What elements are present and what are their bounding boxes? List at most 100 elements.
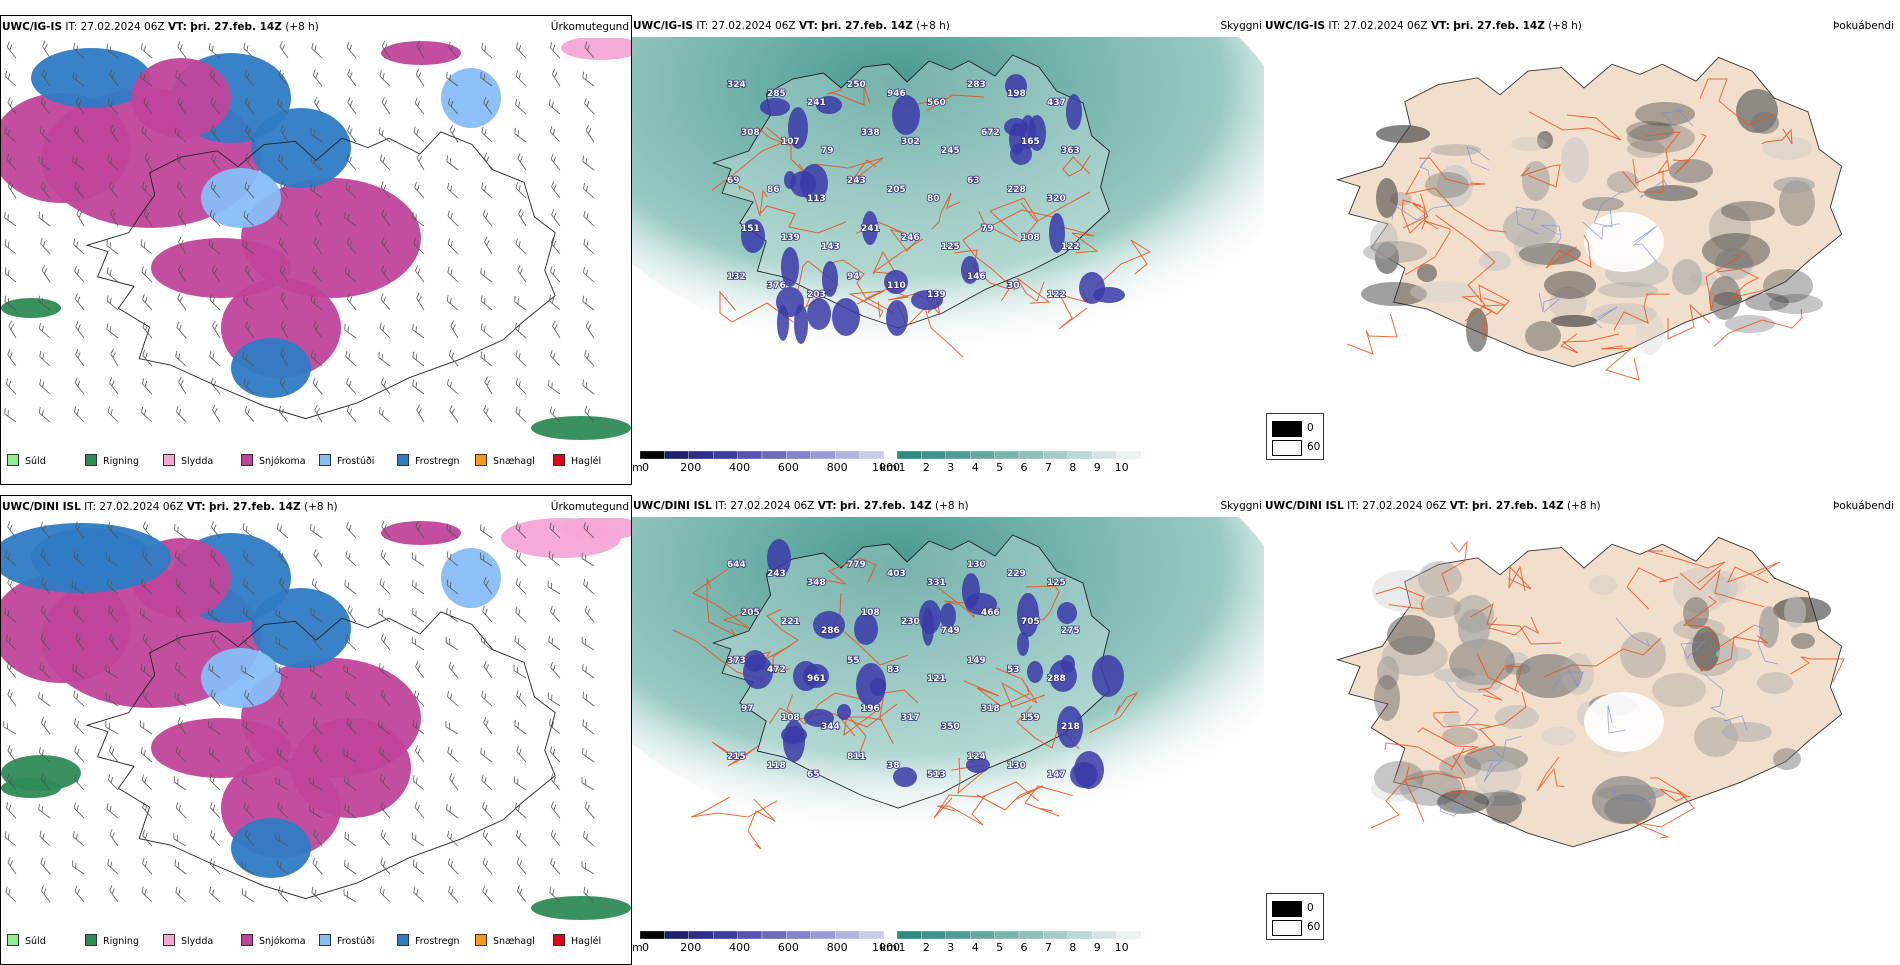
road-line — [711, 741, 759, 767]
cloud-panel-top: UWC/IG-IS IT: 27.02.2024 06Z VT: þri. 27… — [632, 15, 1264, 485]
fog-cell — [1495, 705, 1539, 729]
wind-barb — [548, 380, 561, 395]
road-line — [738, 185, 768, 217]
wind-barb — [5, 634, 17, 651]
wind-barb — [378, 407, 391, 423]
legend-label: Slydda — [181, 456, 214, 467]
road-line — [1441, 540, 1468, 592]
road-line — [953, 249, 1010, 302]
low-cloud-cell — [1057, 706, 1083, 748]
wind-barb — [346, 293, 357, 311]
wind-barb — [346, 41, 357, 59]
wind-barb — [107, 406, 119, 423]
wind-barb — [412, 323, 425, 339]
panel-title: UWC/IG-IS IT: 27.02.2024 06Z VT: þri. 27… — [2, 21, 319, 33]
river-line — [1466, 146, 1490, 171]
wind-barb — [176, 154, 187, 171]
wind-barb — [518, 208, 527, 227]
low-cloud-cell — [1005, 74, 1027, 98]
road-line — [1716, 268, 1765, 299]
visibility-tick: 7 — [1045, 461, 1052, 474]
wind-barb — [548, 551, 561, 567]
river-line — [1632, 225, 1658, 263]
wind-barb — [40, 237, 51, 255]
fog-low-label: 60 — [1307, 441, 1321, 453]
road-line — [963, 680, 1030, 707]
wind-barb — [515, 98, 527, 115]
wind-barb — [515, 606, 527, 623]
road-line — [1346, 313, 1398, 355]
wind-barb — [106, 295, 119, 311]
road-line — [1488, 616, 1540, 636]
wind-barb — [280, 124, 289, 143]
precip-area — [1, 573, 131, 683]
road-line — [995, 667, 1046, 708]
wind-barb — [175, 802, 187, 819]
wind-barb — [344, 831, 357, 847]
wind-barb — [177, 97, 187, 115]
road-line — [843, 706, 882, 753]
wind-barb — [177, 41, 187, 59]
wind-barb — [72, 831, 85, 847]
wind-barb — [550, 605, 561, 623]
visibility-tick: 8 — [1069, 941, 1076, 954]
wind-barb — [244, 745, 255, 763]
fog-cell — [1418, 561, 1462, 597]
visibility-tick: 2 — [923, 941, 930, 954]
precip-area — [561, 38, 631, 60]
cloud-base-label: 113 — [807, 194, 826, 204]
fog-cell — [1582, 197, 1624, 211]
wind-barb — [446, 71, 459, 87]
cloud-base-label: 94 — [847, 272, 860, 282]
wind-barb — [174, 127, 187, 143]
wind-barb — [278, 549, 289, 567]
wind-barb — [552, 320, 561, 339]
wind-barb — [209, 294, 221, 311]
legend-label: Rigning — [103, 936, 139, 947]
wind-barb — [481, 774, 493, 791]
wind-barb — [378, 720, 391, 735]
fog-cell — [1434, 668, 1476, 682]
wind-barb — [413, 238, 425, 255]
product-name: Úrkomutegund — [550, 21, 629, 33]
wind-barb — [73, 690, 85, 707]
visibility-tick: 6 — [1021, 941, 1028, 954]
fog-cell — [1374, 761, 1424, 795]
visibility-unit: km — [880, 941, 897, 954]
visibility-bin — [1043, 451, 1068, 460]
road-line — [1024, 785, 1073, 817]
wind-barb — [73, 802, 85, 819]
fog-cell — [1474, 792, 1526, 806]
legend-label: Snjókoma — [259, 936, 306, 947]
cloud-base-label: 221 — [781, 617, 800, 627]
wind-barb — [345, 350, 357, 367]
visibility-bin — [970, 451, 995, 460]
wind-barb — [209, 350, 221, 367]
cloudbase-tick: 800 — [827, 461, 848, 474]
wind-barb — [310, 155, 323, 171]
wind-barb — [277, 886, 289, 903]
wind-barb — [242, 607, 255, 623]
wind-barb — [448, 661, 459, 679]
wind-barb — [447, 690, 459, 707]
cloud-base-label: 403 — [887, 569, 906, 579]
cloud-base-label: 302 — [901, 137, 920, 147]
wind-barb — [208, 747, 221, 763]
legend-item: Rigning — [85, 454, 139, 467]
road-line — [1470, 602, 1562, 645]
low-cloud-cell — [1079, 272, 1105, 304]
wind-barb — [411, 552, 425, 567]
wind-barb — [446, 551, 459, 567]
wind-barb — [73, 406, 85, 423]
cloud-base-label: 130 — [967, 560, 986, 570]
wind-barb — [72, 155, 85, 171]
fog-cell — [1751, 112, 1779, 134]
cloud-base-label: 466 — [981, 608, 1000, 618]
wind-barb — [516, 830, 527, 847]
wind-barb — [209, 578, 221, 595]
road-line — [1375, 586, 1425, 610]
wind-barb — [6, 661, 17, 679]
wind-barb — [585, 124, 595, 143]
wind-barb — [4, 211, 17, 227]
wind-barb — [5, 378, 17, 395]
